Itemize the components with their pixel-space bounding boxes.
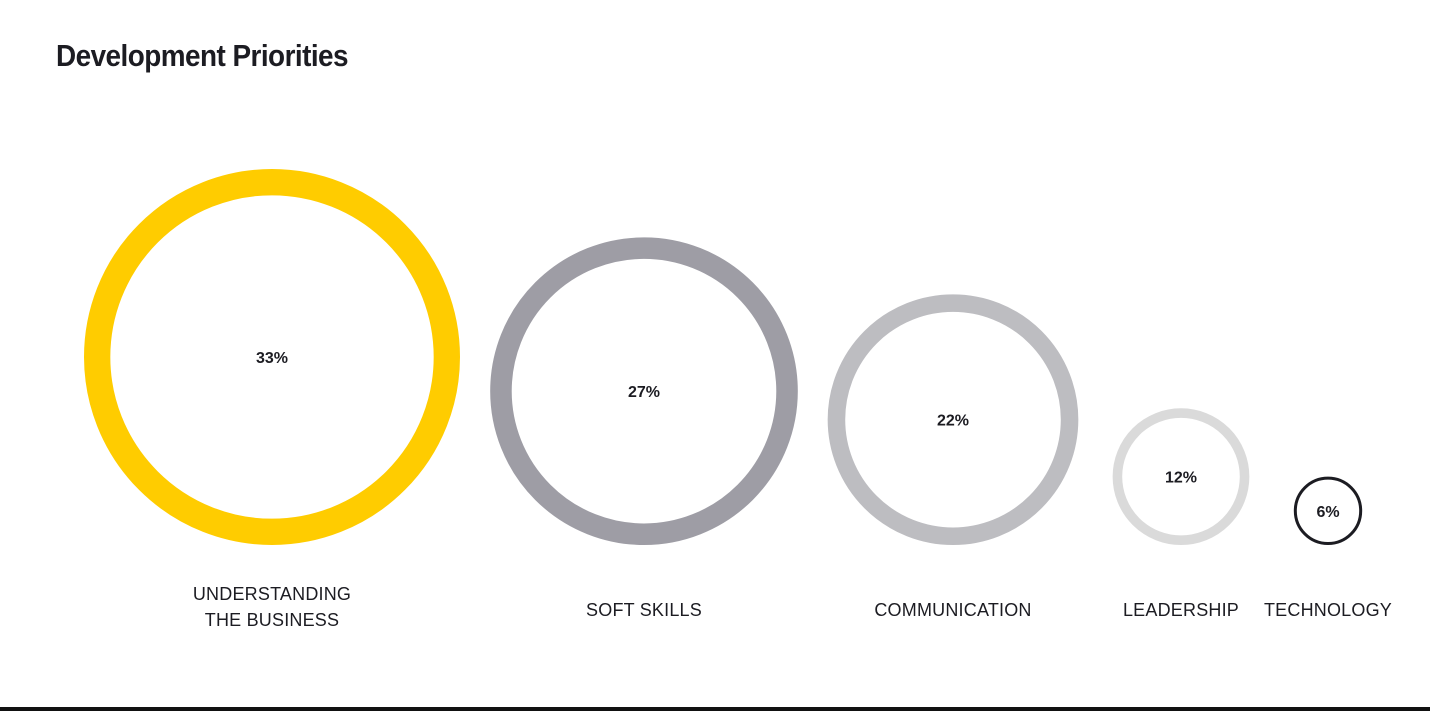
bubble-value-label: 33% — [256, 350, 288, 367]
bubble-group: 33% 27% 22% 12% 6% — [84, 169, 1363, 546]
bubble-value-label: 6% — [1316, 504, 1339, 521]
bubble-ring — [827, 294, 1079, 546]
bubble-ring — [1293, 476, 1363, 545]
bubble-ring — [490, 237, 798, 545]
bubble-value-label: 12% — [1165, 470, 1197, 487]
category-label: SOFT SKILLS — [586, 600, 702, 620]
category-label: UNDERSTANDING — [193, 584, 351, 604]
bottom-divider — [0, 707, 1430, 711]
bubble-ring — [1112, 408, 1250, 545]
bubble-value-label: 27% — [628, 384, 660, 401]
category-label-group: UNDERSTANDING THE BUSINESS SOFT SKILLS COMM… — [193, 584, 1392, 630]
page-title: Development Priorities — [56, 38, 349, 73]
bubble-ring — [84, 169, 460, 545]
category-label: THE BUSINESS — [205, 610, 339, 630]
category-label: COMMUNICATION — [874, 600, 1031, 620]
bubble-value-label: 22% — [937, 413, 969, 430]
category-label: LEADERSHIP — [1123, 600, 1239, 620]
category-label: TECHNOLOGY — [1264, 600, 1392, 620]
